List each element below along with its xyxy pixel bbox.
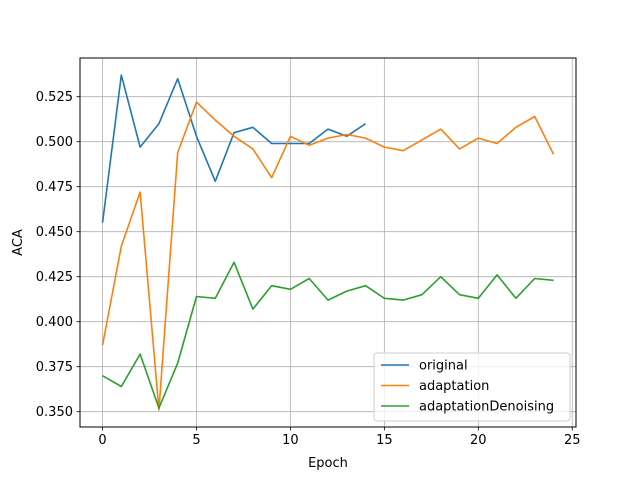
y-tick-label: 0.350 (36, 405, 73, 420)
legend: original adaptation adaptationDenoising (373, 352, 571, 422)
plot-frame (79, 57, 577, 428)
x-axis-label: Epoch (308, 456, 348, 471)
x-tick-label: 25 (564, 433, 581, 448)
y-tick-label: 0.375 (36, 360, 73, 375)
series-line-original (101, 74, 367, 223)
y-axis-label: ACA (11, 229, 26, 256)
y-tick-label: 0.400 (36, 315, 73, 330)
series-lines (101, 74, 555, 411)
y-tick-label: 0.425 (36, 270, 73, 285)
y-tick-label: 0.475 (36, 180, 73, 195)
legend-label: original (419, 359, 468, 374)
y-tick-label: 0.450 (36, 225, 73, 240)
axis-ticks: 0 5 10 15 20 25 0.350 0.375 0.400 0.425 0.450 0.475… (36, 90, 581, 448)
legend-label: adaptation (419, 379, 489, 394)
x-tick-label: 5 (192, 433, 200, 448)
x-tick-label: 20 (470, 433, 487, 448)
x-tick-label: 0 (98, 433, 106, 448)
series-line-adaptationDenoising (102, 261, 554, 409)
series-line-adaptation (101, 101, 555, 411)
x-tick-label: 10 (282, 433, 299, 448)
y-tick-label: 0.500 (36, 135, 73, 150)
x-tick-label: 15 (376, 433, 393, 448)
y-tick-label: 0.525 (36, 90, 73, 105)
legend-box (373, 352, 571, 422)
legend-label: adaptationDenoising (419, 400, 554, 415)
